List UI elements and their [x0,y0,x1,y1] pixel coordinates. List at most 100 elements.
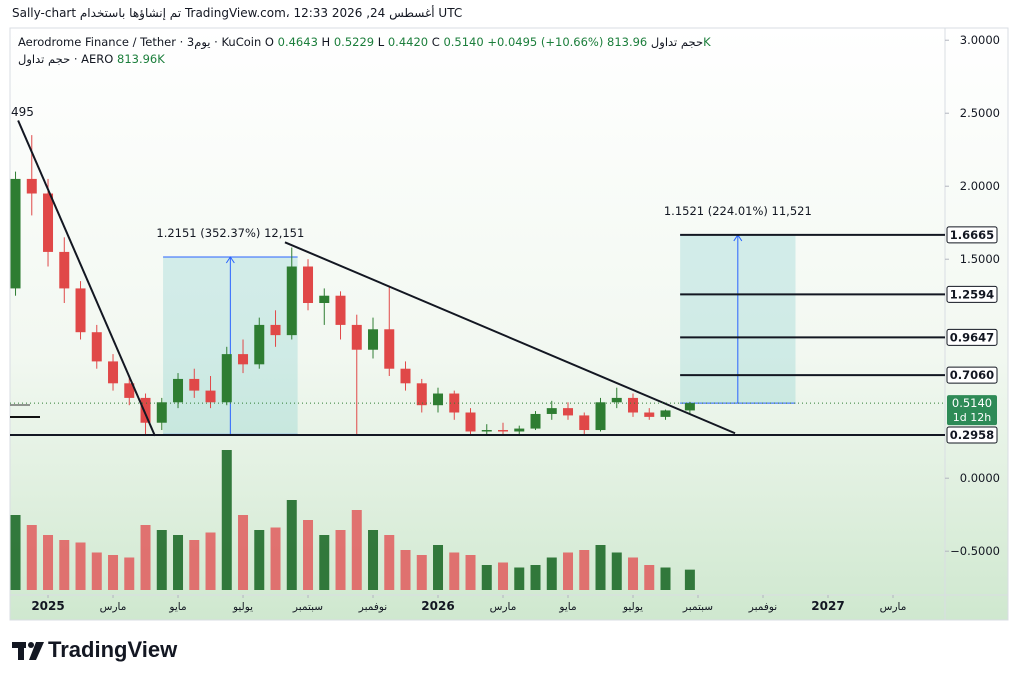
candle-body [530,413,541,429]
volume-bar [498,562,509,590]
corner-label: 495 [11,105,34,119]
volume-bar [660,567,671,590]
level-label: 1.6665 [950,228,994,242]
y-tick-label: −0.5000 [950,544,1000,558]
volume-bar [140,525,151,590]
candle-body [43,193,54,252]
symbol: Aerodrome Finance / Tether · 3يوم · KuCo… [18,35,262,49]
volume-bar [530,565,541,590]
candle-body [644,412,655,417]
y-tick-label: 2.5000 [960,106,1000,120]
volume-bar [43,535,54,590]
volume-bar [108,555,119,590]
trendline [284,241,736,435]
level-label: 0.7060 [950,368,994,382]
ohlc-value: 0.5229 [333,35,375,49]
legend-line: حجم تداول · AERO 813.96K [18,52,165,66]
candle-body [124,383,135,398]
x-tick-label: نوفمبر [358,601,387,613]
candle-body [140,397,151,423]
candle-body [286,266,297,336]
volume-value: 813.96K [607,35,711,49]
volume-bar [124,557,135,590]
volume-label: حجم تداول [650,35,704,49]
volume-bar [449,552,460,590]
x-tick-label: سبتمبر [682,601,713,613]
x-tick-label: 2025 [31,599,64,613]
brand-logo [12,642,44,660]
volume-bar [221,450,232,590]
countdown: 1d 12h [953,411,991,424]
volume-bar [26,525,37,590]
candle-body [595,402,606,431]
x-tick-label: يوليو [232,601,253,613]
volume-bar [546,557,557,590]
volume-bar [644,565,655,590]
x-tick-label: مارس [490,601,517,613]
volume-bar [173,535,184,590]
volume-bar [335,530,346,590]
plot-background [9,27,1009,621]
volume-bar [595,545,606,590]
candle-body [91,332,102,362]
ohlc-label: C [431,35,440,49]
candle-body [384,329,395,369]
candle-body [254,324,265,365]
level-box [946,285,998,303]
candle-body [611,397,622,403]
volume-bar [384,535,395,590]
change: +0.0495 (+10.66%) [487,35,604,49]
level-label: 1.2594 [950,287,994,301]
candle-body [579,415,590,431]
volume-label: حجم تداول · AERO [18,52,114,66]
ohlc-value: 0.5140 [443,35,484,49]
level-box [946,366,998,384]
volume-bar [400,550,411,590]
candle-body [205,390,216,403]
plot-layer: 1.2151 (352.37%) 12,151 1.1521 (224.01%) … [10,120,945,590]
volume-bar [189,540,200,590]
volume-bar [75,542,86,590]
volume-bar [319,535,330,590]
brand: TradingView [48,637,178,662]
candle-body [400,368,411,384]
volume-bar [270,527,281,590]
candle-body [156,402,167,423]
x-tick-label: نوفمبر [748,601,777,613]
ohlc-label: O [264,35,274,49]
candle-body [684,403,695,411]
candle-body [26,178,37,194]
volume-bar [156,530,167,590]
volume-bar [205,532,216,590]
x-tick-label: 2026 [421,599,454,613]
volume-bar [351,510,362,590]
volume-bar [303,520,314,590]
ohlc-label: H [321,35,331,49]
volume-bar [59,540,70,590]
y-tick-label: 2.0000 [960,179,1000,193]
volume-bar [514,567,525,590]
volume-bar [433,545,444,590]
candle-body [660,410,671,417]
candle-body [238,354,249,365]
candle-body [498,430,509,432]
measure-arrowhead [225,256,235,264]
trendline [17,120,156,437]
measure-label: 1.2151 (352.37%) 12,151 [156,226,304,240]
measure-label: 1.1521 (224.01%) 11,521 [664,204,812,218]
candle-body [481,430,492,432]
volume-bar [238,515,249,590]
candle-body [368,329,379,350]
volume-value: 813.96K [117,52,165,66]
legend-line: Aerodrome Finance / Tether · 3يوم · KuCo… [18,35,711,49]
current-price-label: 0.5140 [952,396,992,410]
candle-body [465,412,476,432]
chart: 1.2151 (352.37%) 12,151 1.1521 (224.01%) … [9,27,1009,621]
x-tick-label: سبتمبر [292,601,323,613]
x-tick-label: يوليو [622,601,643,613]
candle-body [546,408,557,414]
volume-bar [684,569,695,590]
y-tick-label: 0.0000 [960,471,1000,485]
level-box [946,426,998,444]
